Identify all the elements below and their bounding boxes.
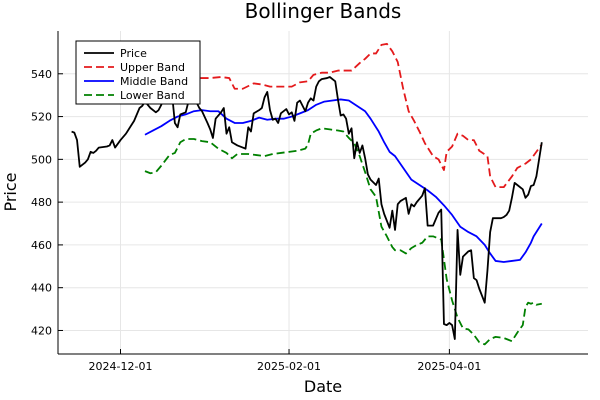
series-layer xyxy=(71,42,543,346)
legend-label-price: Price xyxy=(120,47,147,60)
legend-label-lower-band: Lower Band xyxy=(120,89,185,102)
legend-label-upper-band: Upper Band xyxy=(120,61,185,74)
y-tick-label: 500 xyxy=(31,153,52,166)
x-axis-label: Date xyxy=(304,377,342,396)
y-tick-label: 540 xyxy=(31,68,52,81)
y-tick-label: 480 xyxy=(31,196,52,209)
x-tick-label: 2025-04-01 xyxy=(417,360,481,373)
x-tick-label: 2024-12-01 xyxy=(89,360,153,373)
y-tick-label: 520 xyxy=(31,111,52,124)
y-axis-label: Price xyxy=(1,172,20,211)
legend-box xyxy=(75,40,201,105)
axis-layer xyxy=(57,31,588,355)
series-line-middle-band xyxy=(144,98,543,263)
series-line-upper-band xyxy=(144,42,543,189)
legend-label-middle-band: Middle Band xyxy=(120,75,188,88)
x-tick-label: 2025-02-01 xyxy=(257,360,321,373)
chart-title: Bollinger Bands xyxy=(245,0,402,23)
series-line-price xyxy=(71,76,543,340)
series-line-lower-band xyxy=(144,127,542,346)
y-tick-label: 440 xyxy=(31,282,52,295)
y-tick-label: 420 xyxy=(31,324,52,337)
tick-layer: 420 440 460 480 500 520 540 2024-12-01 2025-02-0… xyxy=(31,68,481,373)
y-tick-label: 460 xyxy=(31,239,52,252)
